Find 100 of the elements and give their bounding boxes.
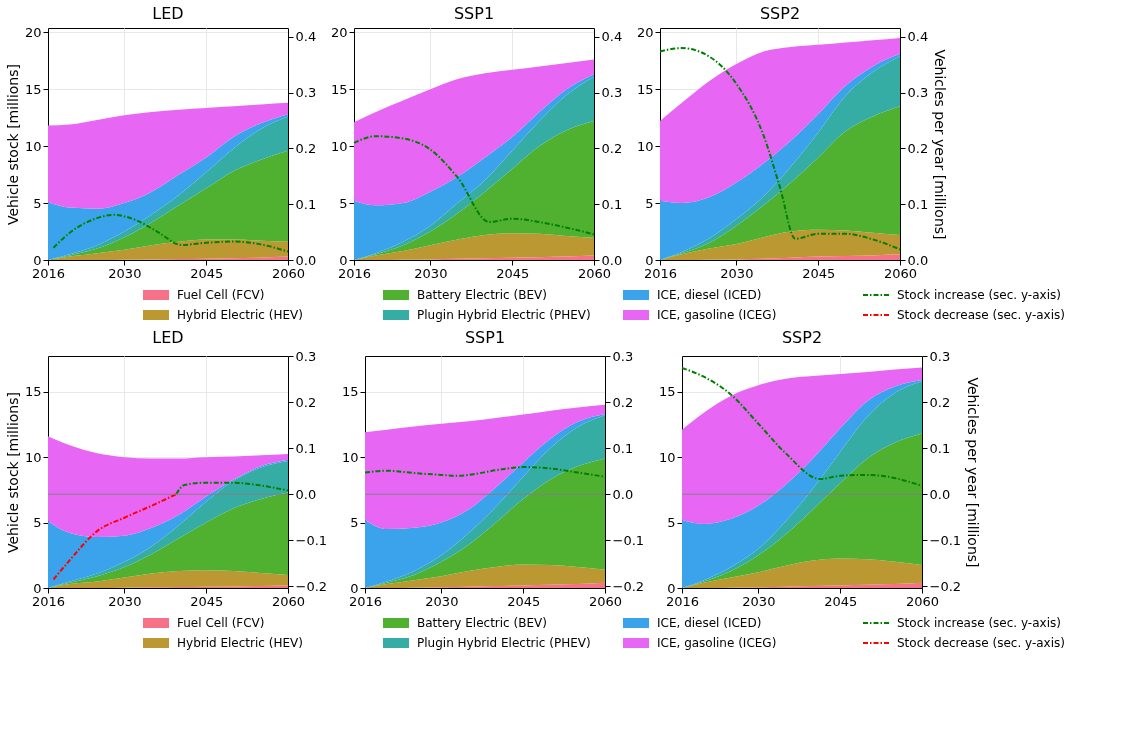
x-tick-label: 2016: [348, 593, 383, 609]
legend-label: Fuel Cell (FCV): [177, 288, 265, 302]
y2-tick-label: 0.0: [295, 486, 317, 502]
y2-tick-label: 0.4: [907, 29, 929, 45]
line-series: [681, 366, 923, 487]
y-tick-label: 5: [33, 515, 42, 531]
y2-tick-label: 0.0: [295, 252, 317, 268]
y2-tick-label: −0.1: [612, 532, 645, 548]
legend-label: Battery Electric (BEV): [417, 288, 547, 302]
y2-tick-label: 0.1: [907, 196, 929, 212]
y-tick-label: 10: [24, 449, 42, 465]
y-tick-label: 15: [658, 384, 676, 400]
y2-tick-label: 0.3: [295, 85, 317, 101]
y2-tick-label: −0.2: [612, 578, 645, 594]
y-tick-label: 5: [645, 195, 654, 211]
y-tick-label: 10: [636, 138, 654, 154]
y2-tick-label: 0.2: [601, 140, 623, 156]
x-tick-label: 2045: [824, 593, 858, 609]
y-tick-label: 0: [667, 580, 676, 596]
y2-tick-label: 0.1: [929, 440, 951, 456]
x-tick-label: 2060: [271, 265, 306, 281]
y2-tick-label: 0.3: [907, 85, 929, 101]
legend-label: Stock increase (sec. y-axis): [897, 288, 1061, 302]
y2-tick-label: 0.2: [295, 394, 317, 410]
y2-tick-label: 0.3: [601, 85, 623, 101]
legend-label: Stock decrease (sec. y-axis): [897, 636, 1065, 650]
legend-label: Hybrid Electric (HEV): [177, 308, 303, 322]
x-tick-label: 2016: [31, 593, 66, 609]
y2-tick-label: 0.0: [612, 486, 634, 502]
y2-tick-label: −0.1: [929, 532, 962, 548]
y-tick-label: 5: [667, 515, 676, 531]
y-axis-title: Vehicle stock [millions]: [4, 392, 21, 553]
line-series: [175, 481, 289, 496]
legend-label: ICE, diesel (ICED): [657, 616, 762, 630]
x-tick-label: 2060: [905, 593, 940, 609]
x-tick-label: 2045: [190, 593, 224, 609]
x-tick-label: 2030: [425, 593, 459, 609]
x-tick-label: 2016: [337, 265, 372, 281]
y-tick-label: 10: [658, 449, 676, 465]
legend-label: ICE, gasoline (ICEG): [657, 308, 777, 322]
y-tick-label: 0: [339, 252, 348, 268]
y2-tick-label: 0.1: [295, 440, 317, 456]
y2-tick-label: 0.2: [295, 140, 317, 156]
chart-title: SSP2: [781, 328, 823, 347]
x-tick-label: 2030: [414, 265, 448, 281]
y-tick-label: 5: [350, 515, 359, 531]
x-tick-label: 2030: [742, 593, 776, 609]
chart-title: LED: [152, 4, 184, 24]
x-tick-label: 2060: [577, 265, 612, 281]
x-tick-label: 2045: [496, 265, 530, 281]
y2-tick-label: 0.1: [601, 196, 623, 212]
x-tick-label: 2030: [108, 265, 142, 281]
line-series: [353, 135, 595, 236]
y2-tick-label: 0.1: [612, 440, 634, 456]
y-tick-label: 15: [636, 81, 654, 97]
legend-label: Fuel Cell (FCV): [177, 616, 265, 630]
y-tick-label: 20: [636, 24, 654, 40]
line-series: [52, 213, 289, 253]
y2-tick-label: 0.0: [907, 252, 929, 268]
y-tick-label: 5: [33, 195, 42, 211]
x-tick-label: 2060: [588, 593, 623, 609]
y-tick-label: 15: [341, 384, 359, 400]
chart-title: LED: [152, 328, 184, 347]
y2-tick-label: 0.0: [601, 252, 623, 268]
legend-label: Battery Electric (BEV): [417, 616, 547, 630]
y2-tick-label: 0.0: [929, 486, 951, 502]
y-tick-label: 20: [24, 24, 42, 40]
y-tick-label: 5: [339, 195, 348, 211]
y-tick-label: 20: [330, 24, 348, 40]
y-tick-label: 10: [341, 449, 359, 465]
y-tick-label: 0: [33, 580, 42, 596]
y2-tick-label: 0.1: [295, 196, 317, 212]
y-tick-label: 0: [33, 252, 42, 268]
x-tick-label: 2016: [665, 593, 700, 609]
y-tick-label: 0: [350, 580, 359, 596]
x-tick-label: 2045: [802, 265, 836, 281]
legend-label: Stock increase (sec. y-axis): [897, 616, 1061, 630]
y2-tick-label: 0.2: [907, 140, 929, 156]
line-series: [364, 466, 606, 478]
x-tick-label: 2016: [643, 265, 678, 281]
chart-title: SSP2: [759, 4, 801, 24]
y2-tick-label: −0.2: [929, 578, 962, 594]
legend-label: ICE, gasoline (ICEG): [657, 636, 777, 650]
legend-label: Plugin Hybrid Electric (PHEV): [417, 308, 591, 322]
y2-tick-label: −0.1: [295, 532, 328, 548]
x-tick-label: 2030: [108, 593, 142, 609]
y2-tick-label: 0.2: [612, 394, 634, 410]
legend-label: Hybrid Electric (HEV): [177, 636, 303, 650]
y2-axis-title: Vehicles per year [millions]: [965, 377, 982, 568]
y2-axis-title: Vehicles per year [millions]: [932, 49, 949, 240]
y-tick-label: 15: [330, 81, 348, 97]
y-tick-label: 0: [645, 252, 654, 268]
y-tick-label: 15: [24, 384, 42, 400]
y2-tick-label: 0.3: [295, 348, 317, 364]
x-tick-label: 2045: [190, 265, 224, 281]
x-tick-label: 2045: [507, 593, 541, 609]
text: Stock decrease (sec. y-axis): [897, 308, 1065, 322]
line-series: [52, 493, 178, 581]
legend-label: Plugin Hybrid Electric (PHEV): [417, 636, 591, 650]
x-tick-label: 2060: [883, 265, 918, 281]
